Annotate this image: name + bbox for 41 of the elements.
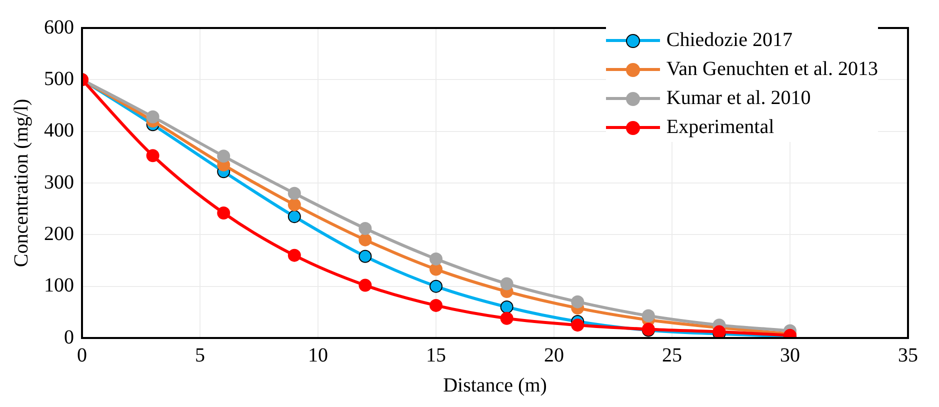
point — [358, 222, 372, 235]
point — [500, 312, 514, 325]
point — [146, 110, 160, 124]
x-tick-label: 10 — [308, 344, 328, 366]
point — [288, 248, 301, 262]
x-axis-title: Distance (m) — [443, 374, 547, 396]
point — [500, 300, 514, 314]
legend-label: Kumar et al. 2010 — [666, 87, 811, 110]
point — [430, 280, 442, 293]
x-tick-label: 35 — [898, 344, 918, 366]
point — [288, 210, 301, 224]
x-tick-label: 5 — [195, 344, 205, 366]
point — [642, 309, 655, 322]
y-tick-label: 300 — [44, 171, 74, 194]
point — [571, 318, 584, 332]
point — [288, 198, 301, 212]
point — [217, 206, 230, 220]
y-tick-label: 600 — [44, 16, 74, 38]
point — [571, 295, 584, 308]
y-tick-label: 200 — [44, 222, 74, 245]
point — [430, 252, 442, 266]
x-tick-label: 15 — [426, 344, 446, 366]
point — [430, 298, 442, 312]
point — [358, 233, 372, 246]
x-tick-label: 30 — [780, 344, 800, 366]
y-tick-label: 500 — [44, 68, 74, 90]
y-tick-label: 100 — [44, 274, 74, 297]
y-axis-title: Concentration (mg/l) — [10, 98, 32, 268]
point — [500, 277, 514, 290]
point — [358, 250, 372, 263]
x-tick-label: 20 — [544, 344, 564, 366]
y-tick-label: 400 — [44, 120, 74, 142]
point — [217, 150, 230, 163]
point — [288, 186, 301, 200]
y-tick-label: 0 — [64, 326, 74, 348]
point — [146, 149, 160, 162]
legend-label: Van Genuchten et al. 2013 — [666, 58, 878, 81]
legend-label: Experimental — [666, 116, 774, 139]
x-tick-label: 25 — [662, 344, 682, 366]
legend-label: Chiedozie 2017 — [666, 29, 792, 52]
point — [358, 278, 372, 292]
